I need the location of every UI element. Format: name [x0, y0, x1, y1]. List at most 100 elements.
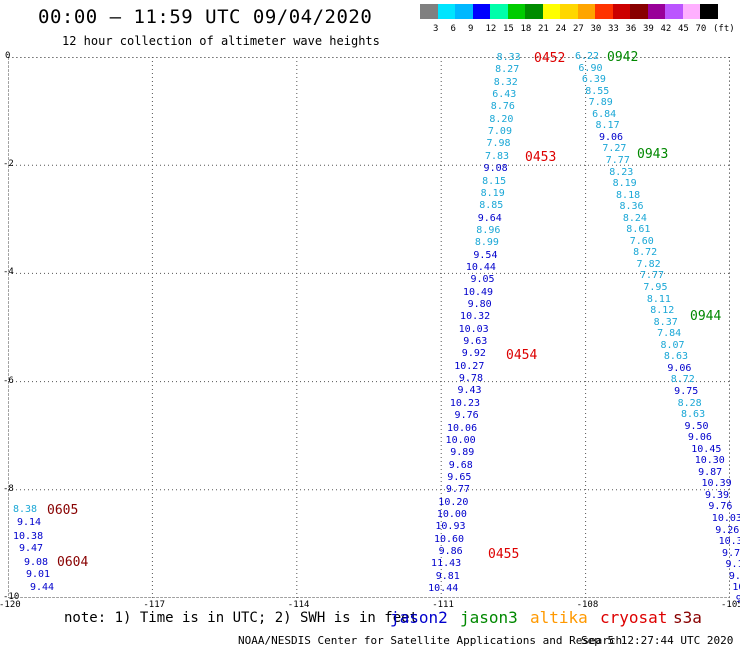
swh-value: 7.77: [639, 270, 665, 282]
credit-line: NOAA/NESDIS Center for Satellite Applica…: [238, 634, 623, 647]
swh-value: 8.36: [619, 201, 644, 213]
legend-label: 42: [660, 24, 672, 34]
swh-value: 7.98: [486, 138, 511, 150]
longitude-tick-label: -111: [432, 600, 454, 610]
legend-label: 30: [590, 24, 602, 34]
swh-value: 9.64: [477, 212, 502, 224]
legend-swatch: [595, 4, 613, 19]
legend-swatch: [700, 4, 718, 19]
legend-swatch: [420, 4, 438, 19]
longitude-tick-label: -108: [576, 600, 599, 610]
swh-value: 9.1: [725, 559, 740, 571]
swh-value: 9.26: [715, 524, 740, 536]
swh-value: 8.38: [13, 504, 38, 515]
legend-label: 36: [625, 24, 637, 34]
swh-value: 8.23: [609, 166, 634, 178]
swh-value: 9.47: [19, 543, 44, 554]
swh-value: 10.49: [462, 286, 494, 298]
swh-value: 7.84: [657, 328, 682, 340]
legend-s3a: s3a: [673, 608, 702, 627]
latitude-tick-label: -8: [3, 483, 14, 494]
legend-label: 3: [433, 24, 439, 34]
legend-swatch: [490, 4, 508, 19]
swh-value: 8.17: [595, 120, 620, 132]
swh-value: 7.60: [629, 235, 654, 247]
swh-value: 10.06: [447, 422, 478, 434]
swh-value: 8.72: [633, 247, 658, 259]
swh-value: 9.14: [17, 517, 42, 528]
swh-value: 10.44: [465, 261, 496, 273]
swh-value: 9.08: [483, 163, 508, 175]
legend-swatch: [577, 4, 596, 19]
swh-value: 8.19: [612, 178, 637, 190]
swh-value: 7.89: [588, 97, 613, 109]
swh-value: 10.39: [701, 478, 732, 490]
legend-swatch: [630, 4, 648, 19]
swh-value: 6.39: [581, 74, 606, 86]
swh-value: 10.93: [435, 521, 466, 533]
swh-value: 10.32: [460, 311, 491, 323]
swh-value: 9.05: [470, 274, 495, 286]
swh-value: 10.38: [13, 531, 44, 542]
legend-swatch: [507, 4, 526, 19]
swh-value: 10.44: [428, 583, 459, 595]
swh-value: 10.60: [433, 533, 465, 545]
longitude-tick-label: -117: [143, 600, 166, 610]
swh-value: 7.27: [602, 143, 627, 155]
pass-time-label: 0943: [637, 147, 669, 162]
swh-value: 8.37: [653, 316, 678, 328]
swh-value: 8.55: [585, 85, 610, 97]
swh-value: 10.33: [718, 536, 740, 548]
swh-value: 9.87: [698, 466, 723, 478]
swh-value: 9.78: [458, 373, 483, 385]
legend-label: 18: [520, 24, 532, 34]
swh-value: 9.68: [448, 459, 473, 471]
pass-time-label: 0604: [57, 555, 89, 570]
pass-time-label: 0455: [488, 547, 520, 562]
pass-time-label: 0453: [525, 150, 557, 165]
swh-value: 9.06: [667, 362, 692, 374]
swh-value: 8.18: [616, 189, 641, 201]
longitude-tick-label: -114: [287, 600, 310, 610]
legend-swatch: [542, 4, 561, 19]
longitude-tick-label: -105: [721, 600, 740, 610]
swh-value: 8.24: [622, 212, 647, 224]
swh-value: 9.81: [435, 570, 460, 582]
swh-value: 7.95: [643, 282, 668, 293]
swh-value: 8.63: [663, 351, 688, 363]
legend-label: 24: [555, 24, 567, 34]
swh-value: 9.77: [445, 484, 470, 496]
swh-value: 8.12: [650, 305, 675, 317]
legend-label: 27: [573, 24, 584, 34]
page-subtitle: 12 hour collection of altimeter wave hei…: [62, 34, 380, 48]
swh-value: 9.06: [687, 432, 712, 444]
swh-value: 9.75: [674, 385, 699, 397]
swh-value: 11.43: [431, 558, 462, 570]
swh-value: 8.63: [681, 409, 706, 421]
swh-value: 10.00: [445, 434, 476, 446]
swh-value: 10: [732, 582, 740, 594]
longitude-tick-label: -120: [0, 600, 21, 610]
swh-value: 10.45: [691, 443, 722, 455]
legend-label: 6: [450, 24, 456, 34]
swh-value: 9.01: [26, 569, 51, 580]
swh-value: 9.08: [24, 557, 49, 568]
swh-value: 8.99: [474, 237, 499, 249]
swh-value: 7.82: [636, 258, 661, 270]
legend-label: 33: [608, 24, 619, 34]
swh-value: 9.89: [450, 447, 475, 459]
legend-label: 70: [695, 24, 707, 34]
swh-value: 9.92: [461, 348, 486, 360]
swh-value: 8.20: [489, 113, 514, 125]
legend-swatch: [612, 4, 631, 19]
swh-value: 7.83: [485, 150, 510, 162]
pass-time-label: 0454: [506, 348, 538, 363]
swh-value: 10.27: [454, 360, 485, 372]
swh-value: 9.39: [704, 489, 730, 501]
legend-swatch: [455, 4, 473, 19]
legend-cryosat: cryosat: [600, 608, 668, 627]
swh-value: 9.86: [438, 546, 463, 557]
legend-label: 9: [468, 24, 474, 34]
footer-note: note: 1) Time is in UTC; 2) SWH is in fe…: [64, 610, 419, 626]
legend-label: 21: [538, 24, 549, 34]
